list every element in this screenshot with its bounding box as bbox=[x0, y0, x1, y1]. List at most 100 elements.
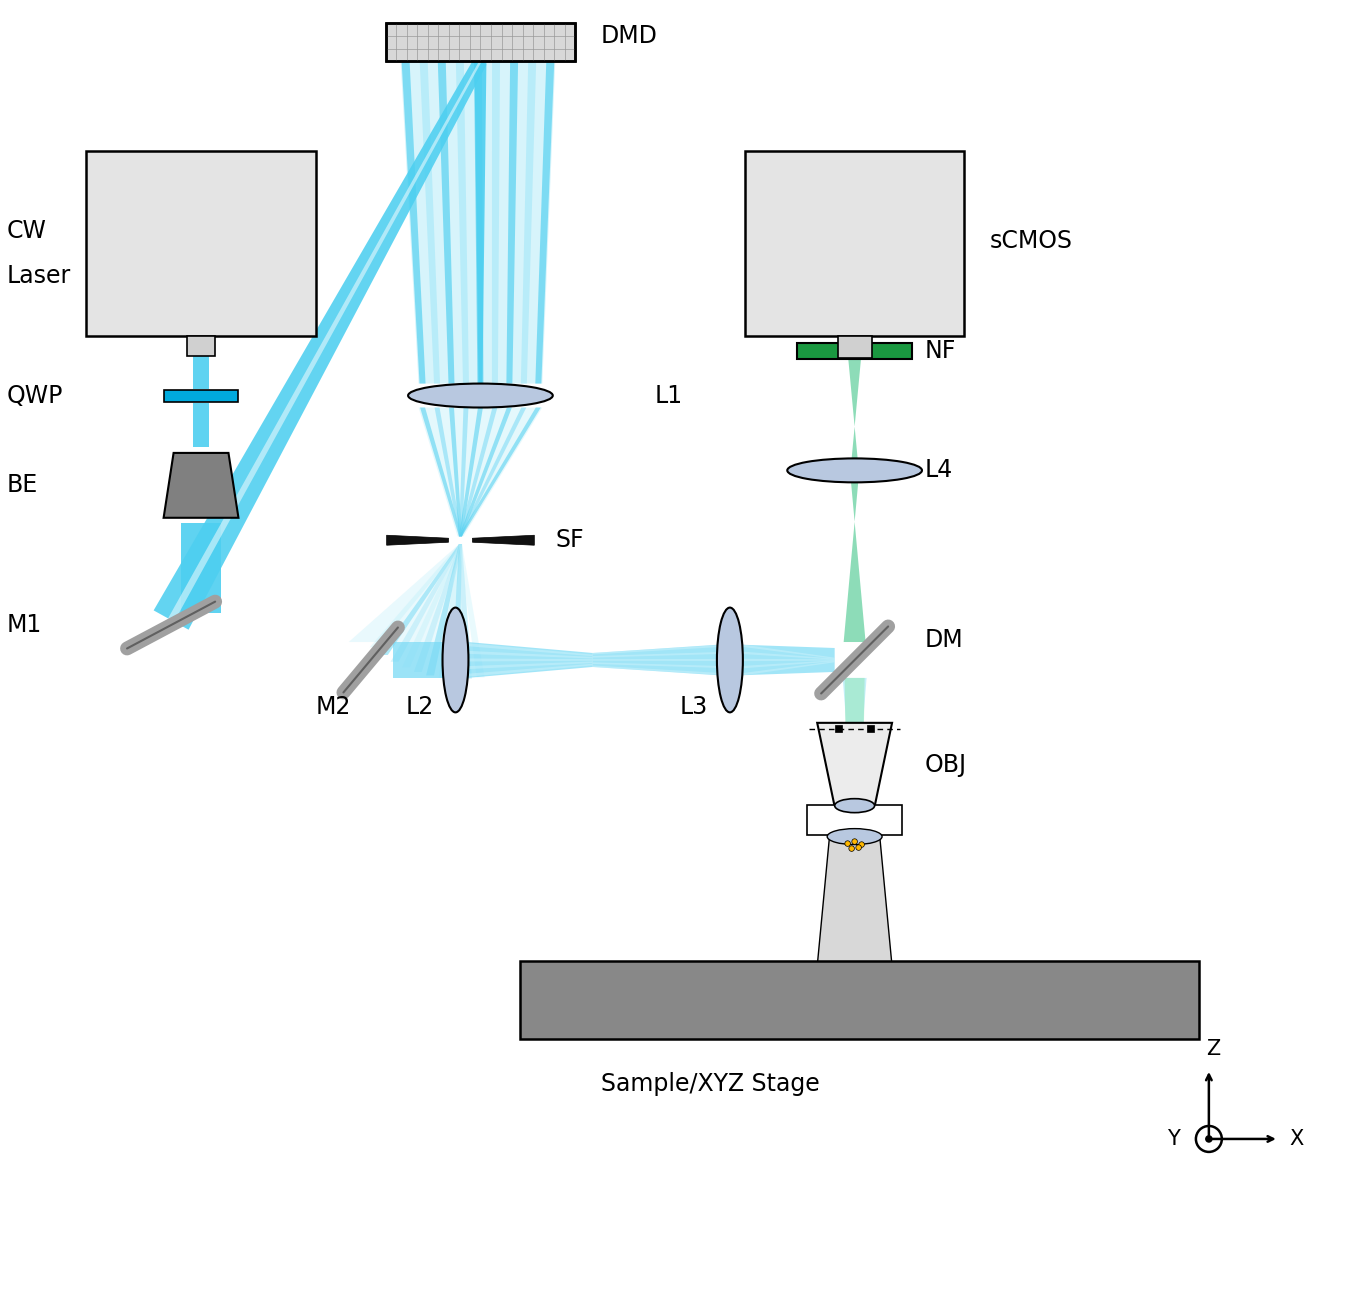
Ellipse shape bbox=[827, 829, 882, 844]
Polygon shape bbox=[452, 544, 461, 679]
Text: CW: CW bbox=[7, 219, 46, 243]
Polygon shape bbox=[168, 61, 482, 622]
Bar bbox=[835, 725, 842, 732]
Polygon shape bbox=[467, 664, 592, 677]
Polygon shape bbox=[741, 659, 834, 662]
Ellipse shape bbox=[408, 383, 553, 408]
Text: BE: BE bbox=[7, 474, 38, 497]
Polygon shape bbox=[401, 61, 426, 383]
Circle shape bbox=[852, 839, 857, 844]
Polygon shape bbox=[459, 408, 497, 536]
Polygon shape bbox=[420, 408, 461, 536]
Polygon shape bbox=[474, 61, 483, 383]
Bar bbox=[797, 343, 912, 359]
Polygon shape bbox=[842, 679, 867, 723]
Circle shape bbox=[859, 842, 864, 847]
Circle shape bbox=[849, 846, 854, 851]
Text: M2: M2 bbox=[315, 695, 351, 719]
Polygon shape bbox=[741, 645, 834, 675]
Polygon shape bbox=[741, 662, 834, 676]
Text: L3: L3 bbox=[680, 695, 708, 719]
Text: X: X bbox=[1290, 1129, 1304, 1149]
Bar bbox=[807, 804, 902, 834]
Polygon shape bbox=[434, 408, 461, 536]
Polygon shape bbox=[459, 544, 472, 679]
Text: SF: SF bbox=[556, 528, 584, 552]
Text: Laser: Laser bbox=[7, 264, 71, 287]
Bar bbox=[86, 152, 315, 335]
Text: QWP: QWP bbox=[7, 383, 63, 408]
Polygon shape bbox=[192, 335, 209, 388]
Text: DM: DM bbox=[924, 628, 964, 651]
Polygon shape bbox=[401, 544, 461, 667]
Polygon shape bbox=[472, 535, 534, 545]
Polygon shape bbox=[475, 61, 486, 383]
Ellipse shape bbox=[788, 458, 921, 482]
Polygon shape bbox=[467, 651, 592, 658]
Ellipse shape bbox=[834, 799, 875, 813]
Text: Y: Y bbox=[1167, 1129, 1181, 1149]
Polygon shape bbox=[592, 659, 718, 660]
Polygon shape bbox=[741, 651, 834, 659]
Polygon shape bbox=[438, 61, 455, 383]
Bar bbox=[187, 335, 216, 356]
Polygon shape bbox=[467, 658, 592, 662]
Polygon shape bbox=[818, 723, 893, 807]
Text: M1: M1 bbox=[7, 613, 42, 637]
Polygon shape bbox=[741, 660, 834, 668]
Polygon shape bbox=[370, 544, 461, 648]
Polygon shape bbox=[379, 544, 461, 655]
Polygon shape bbox=[535, 61, 554, 383]
Polygon shape bbox=[438, 544, 461, 677]
Circle shape bbox=[1196, 1125, 1222, 1153]
Polygon shape bbox=[449, 408, 461, 536]
Bar bbox=[386, 23, 575, 61]
Polygon shape bbox=[419, 408, 542, 536]
Polygon shape bbox=[592, 653, 718, 658]
Polygon shape bbox=[419, 61, 440, 383]
Polygon shape bbox=[491, 61, 500, 383]
Bar bbox=[745, 152, 965, 335]
Circle shape bbox=[1205, 1136, 1212, 1142]
Bar bbox=[164, 390, 239, 401]
Polygon shape bbox=[846, 246, 863, 343]
Bar bbox=[838, 335, 872, 357]
Polygon shape bbox=[459, 408, 512, 536]
Polygon shape bbox=[467, 662, 592, 670]
Text: NF: NF bbox=[924, 338, 955, 363]
Polygon shape bbox=[459, 544, 485, 677]
Ellipse shape bbox=[717, 607, 743, 712]
Polygon shape bbox=[592, 666, 718, 675]
Polygon shape bbox=[390, 544, 461, 662]
Polygon shape bbox=[456, 61, 470, 383]
Bar bbox=[867, 725, 874, 732]
Polygon shape bbox=[459, 408, 527, 536]
Polygon shape bbox=[393, 642, 444, 679]
Text: L1: L1 bbox=[655, 383, 684, 408]
Polygon shape bbox=[844, 482, 865, 642]
Bar bbox=[386, 23, 575, 61]
Polygon shape bbox=[459, 408, 468, 536]
Text: L4: L4 bbox=[924, 458, 953, 482]
Polygon shape bbox=[592, 645, 718, 654]
Polygon shape bbox=[348, 544, 470, 642]
Text: OBJ: OBJ bbox=[924, 752, 966, 777]
Polygon shape bbox=[164, 453, 239, 518]
Text: Sample/XYZ Stage: Sample/XYZ Stage bbox=[601, 1072, 819, 1096]
Polygon shape bbox=[154, 58, 486, 629]
Polygon shape bbox=[506, 61, 519, 383]
Polygon shape bbox=[592, 645, 718, 675]
Polygon shape bbox=[459, 408, 483, 536]
Polygon shape bbox=[467, 644, 592, 657]
Text: sCMOS: sCMOS bbox=[990, 229, 1073, 253]
Polygon shape bbox=[741, 645, 834, 659]
Polygon shape bbox=[400, 61, 556, 383]
Text: L2: L2 bbox=[405, 695, 434, 719]
Polygon shape bbox=[845, 679, 864, 960]
Text: Z: Z bbox=[1205, 1039, 1220, 1059]
Polygon shape bbox=[426, 544, 461, 676]
Polygon shape bbox=[182, 523, 221, 613]
Text: DMD: DMD bbox=[601, 25, 657, 48]
Polygon shape bbox=[467, 642, 592, 679]
Polygon shape bbox=[848, 359, 861, 458]
